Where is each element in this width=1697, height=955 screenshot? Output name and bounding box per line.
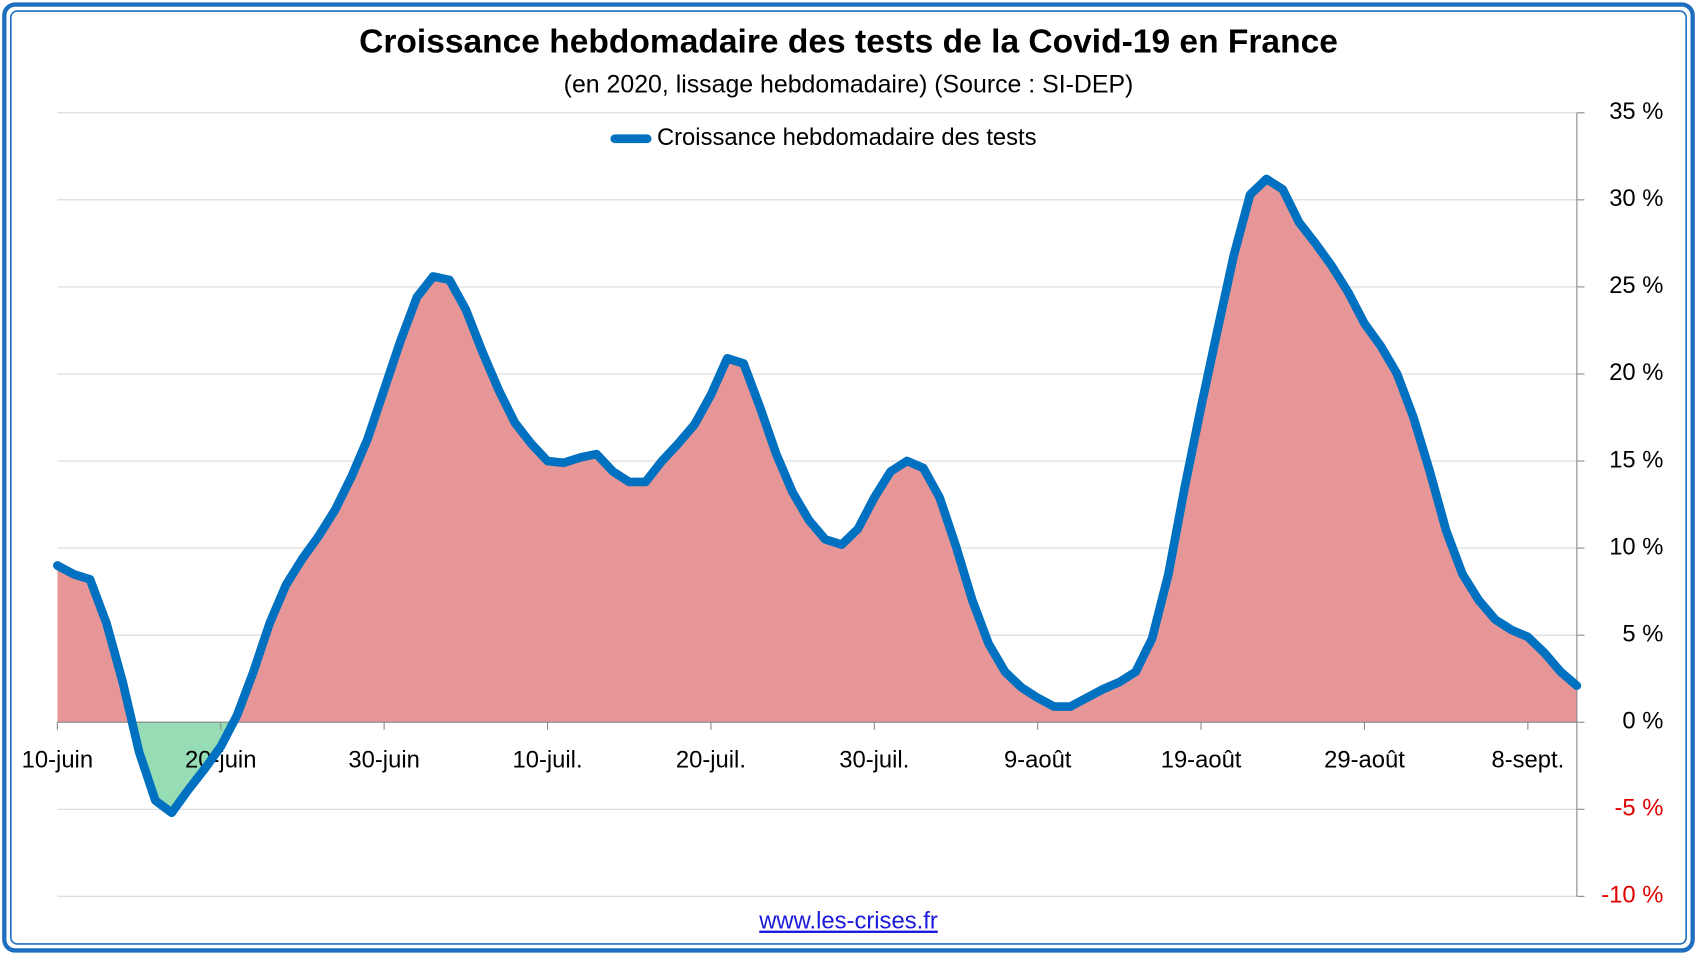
y-tick-label: 10 % [1609, 533, 1663, 560]
y-tick-label: 30 % [1609, 185, 1663, 212]
y-tick-label: 25 % [1609, 272, 1663, 299]
x-tick-label: 30-juil. [839, 746, 909, 773]
y-tick-label: 20 % [1609, 359, 1663, 386]
x-tick-label: 8-sept. [1491, 746, 1564, 773]
x-tick-label: 20-juil. [676, 746, 746, 773]
y-tick-label: 0 % [1622, 707, 1663, 734]
chart-title: Croissance hebdomadaire des tests de la … [359, 23, 1338, 60]
x-tick-label: 9-août [1004, 746, 1072, 773]
line [53, 174, 1582, 818]
y-tick-label: -5 % [1615, 795, 1664, 822]
y-tick-label: 35 % [1609, 98, 1663, 125]
x-tick-label: 29-août [1324, 746, 1405, 773]
source-link[interactable]: www.les-crises.fr [758, 908, 938, 935]
x-tick-label: 30-juin [348, 746, 419, 773]
x-tick-label: 19-août [1161, 746, 1242, 773]
area-negative [132, 722, 234, 813]
chart-subtitle: (en 2020, lissage hebdomadaire) (Source … [564, 70, 1134, 98]
y-tick-label: 5 % [1622, 620, 1663, 647]
legend-label: Croissance hebdomadaire des tests [657, 124, 1037, 151]
plot: -10 % -5 % 0 % 5 % 10 % 15 % 20 % 25 % 30 % 35 % 1… [22, 98, 1664, 909]
frame-inner [10, 10, 1687, 945]
x-tick-label: 10-juin [22, 746, 93, 773]
x-tick-label: 10-juil. [512, 746, 582, 773]
y-tick-label: 15 % [1609, 446, 1663, 473]
area-positive [57, 178, 1577, 723]
y-tick-label: -10 % [1601, 882, 1663, 909]
